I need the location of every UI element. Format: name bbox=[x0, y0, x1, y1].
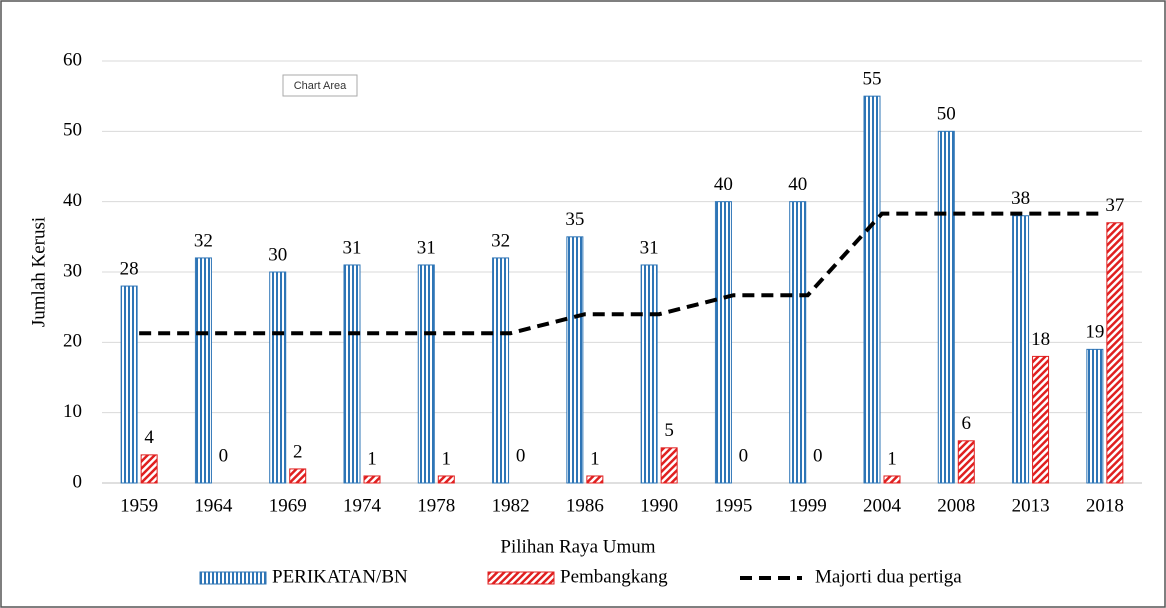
x-tick-label: 1990 bbox=[640, 495, 678, 516]
bar bbox=[289, 468, 307, 484]
data-label: 0 bbox=[516, 445, 526, 466]
data-label: 32 bbox=[491, 230, 510, 251]
bar bbox=[1086, 348, 1104, 484]
legend-swatch bbox=[487, 571, 555, 585]
tooltip: Chart Area bbox=[282, 74, 358, 97]
data-label: 40 bbox=[788, 174, 807, 195]
y-axis-title: Jumlah Kerusi bbox=[28, 217, 49, 327]
data-label: 5 bbox=[664, 420, 674, 441]
data-label: 30 bbox=[268, 244, 287, 265]
x-tick-label: 1995 bbox=[714, 495, 752, 516]
bar bbox=[714, 201, 732, 484]
legend-label: PERIKATAN/BN bbox=[272, 566, 408, 587]
legend-swatch bbox=[199, 571, 267, 585]
bar bbox=[957, 440, 975, 484]
data-label: 19 bbox=[1085, 322, 1104, 343]
legend-label: Pembangkang bbox=[560, 566, 668, 587]
bar bbox=[883, 475, 901, 484]
bar bbox=[660, 447, 678, 484]
data-label: 1 bbox=[887, 448, 897, 469]
bar bbox=[437, 475, 455, 484]
data-label: 6 bbox=[962, 413, 972, 434]
y-tick-label: 40 bbox=[63, 190, 82, 211]
bar bbox=[1032, 355, 1050, 484]
x-tick-label: 2008 bbox=[937, 495, 975, 516]
bar bbox=[1106, 222, 1124, 484]
x-tick-label: 2018 bbox=[1086, 495, 1124, 516]
y-tick-label: 0 bbox=[73, 471, 83, 492]
x-tick-label: 1974 bbox=[343, 495, 382, 516]
bar bbox=[140, 454, 158, 484]
x-tick-label: 1964 bbox=[194, 495, 233, 516]
bar bbox=[120, 285, 138, 484]
y-tick-label: 50 bbox=[63, 120, 82, 141]
data-label: 4 bbox=[144, 427, 154, 448]
bar bbox=[1012, 215, 1030, 484]
bar bbox=[640, 264, 658, 484]
bar bbox=[566, 236, 584, 484]
bar bbox=[937, 130, 955, 484]
x-tick-label: 1999 bbox=[789, 495, 827, 516]
bar bbox=[269, 271, 287, 484]
x-tick-label: 1959 bbox=[120, 495, 158, 516]
data-label: 32 bbox=[194, 230, 213, 251]
x-tick-label: 1978 bbox=[417, 495, 455, 516]
data-label: 1 bbox=[367, 448, 377, 469]
x-tick-label: 1982 bbox=[492, 495, 530, 516]
tooltip-box bbox=[282, 74, 358, 97]
data-label: 1 bbox=[442, 448, 452, 469]
data-label: 55 bbox=[863, 69, 882, 90]
legend-label: Majorti dua pertiga bbox=[815, 566, 962, 587]
bar bbox=[343, 264, 361, 484]
data-label: 28 bbox=[120, 258, 139, 279]
bar bbox=[417, 264, 435, 484]
data-label: 50 bbox=[937, 104, 956, 125]
data-label: 0 bbox=[219, 445, 229, 466]
data-label: 37 bbox=[1105, 195, 1124, 216]
y-tick-label: 20 bbox=[63, 331, 82, 352]
data-label: 31 bbox=[343, 237, 362, 258]
data-label: 0 bbox=[813, 445, 823, 466]
y-tick-label: 60 bbox=[63, 49, 82, 70]
bar bbox=[586, 475, 604, 484]
bar bbox=[863, 95, 881, 484]
y-tick-label: 10 bbox=[63, 401, 82, 422]
x-tick-label: 1986 bbox=[566, 495, 604, 516]
x-axis-title: Pilihan Raya Umum bbox=[500, 536, 655, 557]
x-tick-label: 2013 bbox=[1012, 495, 1050, 516]
bar bbox=[789, 201, 807, 484]
bar bbox=[363, 475, 381, 484]
x-tick-label: 2004 bbox=[863, 495, 902, 516]
data-label: 1 bbox=[590, 448, 600, 469]
bar bbox=[492, 257, 510, 484]
data-label: 40 bbox=[714, 174, 733, 195]
data-label: 35 bbox=[565, 209, 584, 230]
bar bbox=[194, 257, 212, 484]
data-label: 2 bbox=[293, 441, 303, 462]
line bbox=[139, 211, 1105, 336]
data-label: 31 bbox=[417, 237, 436, 258]
data-label: 0 bbox=[739, 445, 749, 466]
data-label: 38 bbox=[1011, 188, 1030, 209]
x-tick-label: 1969 bbox=[269, 495, 307, 516]
data-label: 31 bbox=[640, 237, 659, 258]
y-tick-label: 30 bbox=[63, 260, 82, 281]
data-label: 18 bbox=[1031, 329, 1050, 350]
tooltip-text: Chart Area bbox=[294, 80, 347, 92]
